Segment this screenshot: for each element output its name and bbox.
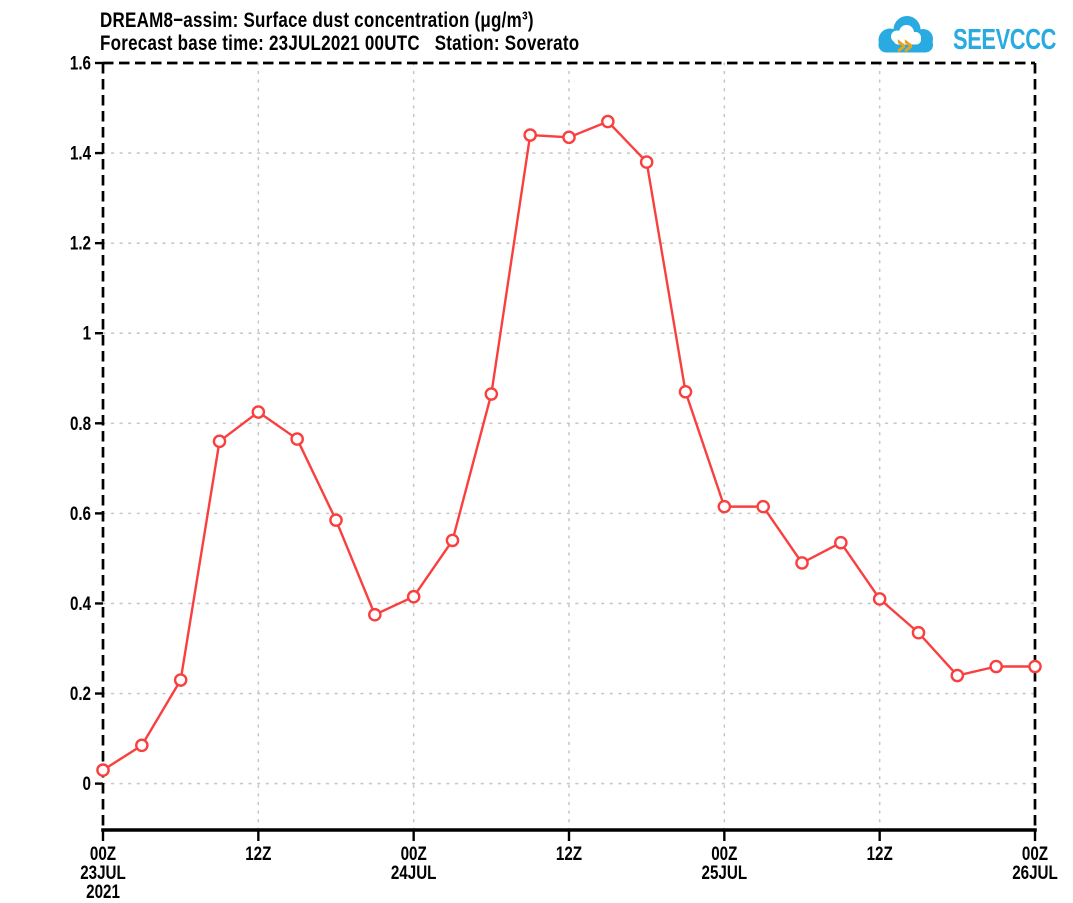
seevccc-logo: » SEEVCCC: [878, 16, 1057, 61]
chart-title: DREAM8−assim: Surface dust concentration…: [100, 8, 534, 32]
data-point-marker: [795, 556, 809, 570]
data-point-marker: [368, 607, 382, 622]
x-tick-label: 00Z: [1022, 842, 1048, 864]
data-point-marker: [562, 130, 576, 145]
y-tick-label: 0.6: [70, 502, 91, 524]
cloud-icon: »: [878, 16, 933, 61]
y-tick-label: 0.2: [70, 682, 91, 704]
data-point-marker: [96, 763, 110, 777]
data-point-marker: [173, 673, 188, 687]
double-chevron-icon: »: [895, 28, 914, 61]
data-point-marker: [523, 128, 537, 142]
logo-text: SEEVCCC: [953, 24, 1056, 56]
x-tick-label: 23JUL: [80, 861, 126, 883]
data-point-marker: [872, 592, 887, 606]
data-point-marker: [834, 535, 848, 550]
data-point-marker: [251, 405, 266, 419]
data-point-marker: [445, 533, 460, 548]
data-point-marker: [639, 155, 654, 169]
y-tick-label: 0.4: [70, 592, 91, 614]
y-tick-label: 1.6: [70, 52, 91, 74]
data-point-marker: [678, 384, 693, 399]
data-point-marker: [950, 668, 965, 683]
x-tick-label: 2021: [86, 880, 120, 902]
data-point-marker: [290, 432, 304, 446]
data-point-marker: [212, 434, 227, 449]
data-point-marker: [601, 114, 615, 129]
data-point-marker: [406, 589, 421, 604]
x-tick-label: 00Z: [711, 842, 737, 864]
data-point-marker: [1028, 659, 1042, 674]
data-point-marker: [911, 625, 926, 640]
data-point-marker: [989, 659, 1003, 674]
data-point-marker: [484, 387, 499, 401]
y-tick-label: 1: [83, 322, 92, 344]
x-tick-label: 12Z: [867, 842, 893, 864]
x-tick-label: 00Z: [401, 842, 427, 864]
x-tick-label: 25JUL: [702, 861, 748, 883]
y-tick-label: 1.2: [70, 232, 91, 254]
data-point-marker: [717, 499, 732, 514]
y-tick-label: 1.4: [70, 142, 91, 164]
y-tick-label: 0.8: [70, 412, 91, 434]
data-point-marker: [135, 738, 149, 753]
x-tick-label: 26JUL: [1012, 861, 1058, 883]
x-tick-label: 12Z: [556, 842, 582, 864]
data-point-marker: [756, 499, 770, 514]
y-tick-label: 0: [83, 772, 91, 794]
chart-header: DREAM8−assim: Surface dust concentration…: [100, 9, 579, 54]
x-tick-label: 12Z: [245, 842, 271, 864]
data-point-marker: [329, 513, 343, 527]
x-tick-label: 00Z: [90, 842, 116, 864]
x-tick-label: 24JUL: [391, 861, 437, 883]
chart-subtitle: Forecast base time: 23JUL2021 00UTC Stat…: [100, 30, 580, 55]
